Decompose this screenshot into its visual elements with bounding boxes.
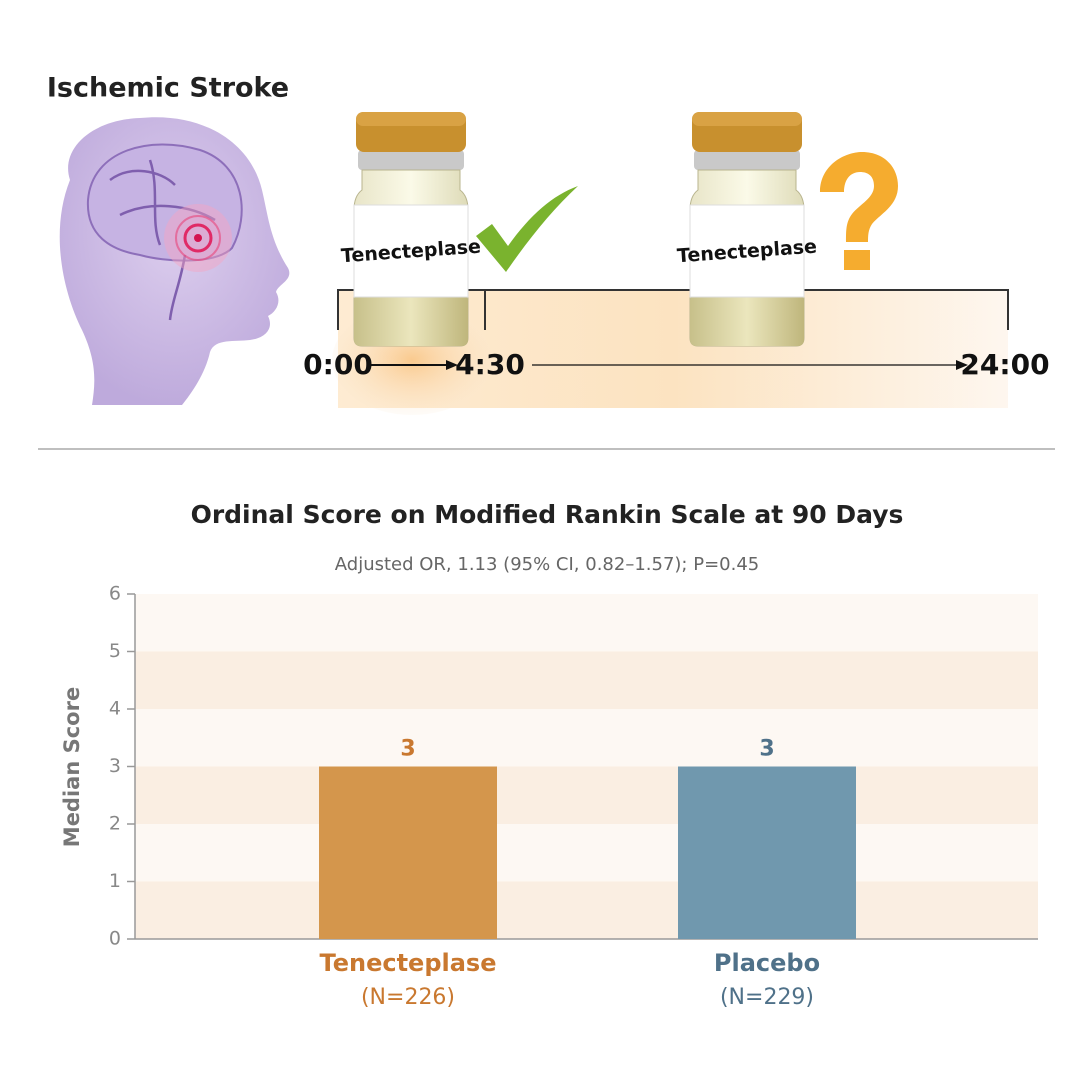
check-icon [476, 186, 578, 272]
y-tick-label: 0 [109, 928, 121, 950]
chart-subtitle: Adjusted OR, 1.13 (95% CI, 0.82–1.57); P… [335, 554, 759, 575]
category-note: (N=229) [720, 985, 814, 1010]
y-tick-label: 1 [109, 870, 121, 892]
grid-band [135, 766, 1038, 824]
grid-band [135, 594, 1038, 652]
data-label: 3 [759, 737, 774, 762]
x-tick-label: Tenecteplase [320, 949, 497, 977]
vial [353, 112, 469, 347]
grid-band [135, 881, 1038, 939]
x-tick-label: Placebo [714, 949, 820, 977]
timeline-label: 24:00 [960, 348, 1049, 381]
y-tick-label: 3 [109, 755, 121, 777]
category-note: (N=226) [361, 985, 455, 1010]
bar [678, 766, 856, 939]
timeline-label: 4:30 [455, 348, 525, 381]
plot: 0 1 2 3 4 5 6 3 Tenecteplase (N=226) 3 Placebo (N=22… [109, 583, 1038, 1010]
vial [689, 112, 805, 347]
y-axis-label: Median Score [60, 687, 84, 847]
header-title: Ischemic Stroke [47, 73, 289, 104]
y-tick-label: 6 [109, 583, 121, 605]
data-label: 3 [400, 737, 415, 762]
y-tick-label: 2 [109, 813, 121, 835]
grid-band [135, 709, 1038, 767]
y-tick-label: 5 [109, 640, 121, 662]
timeline-label: 0:00 [303, 348, 373, 381]
head-illustration [59, 117, 290, 405]
question-icon [820, 152, 898, 270]
chart-title: Ordinal Score on Modified Rankin Scale a… [191, 500, 904, 529]
grid-band [135, 651, 1038, 709]
y-tick-label: 4 [109, 698, 121, 720]
bar [319, 766, 497, 939]
grid-band [135, 824, 1038, 882]
